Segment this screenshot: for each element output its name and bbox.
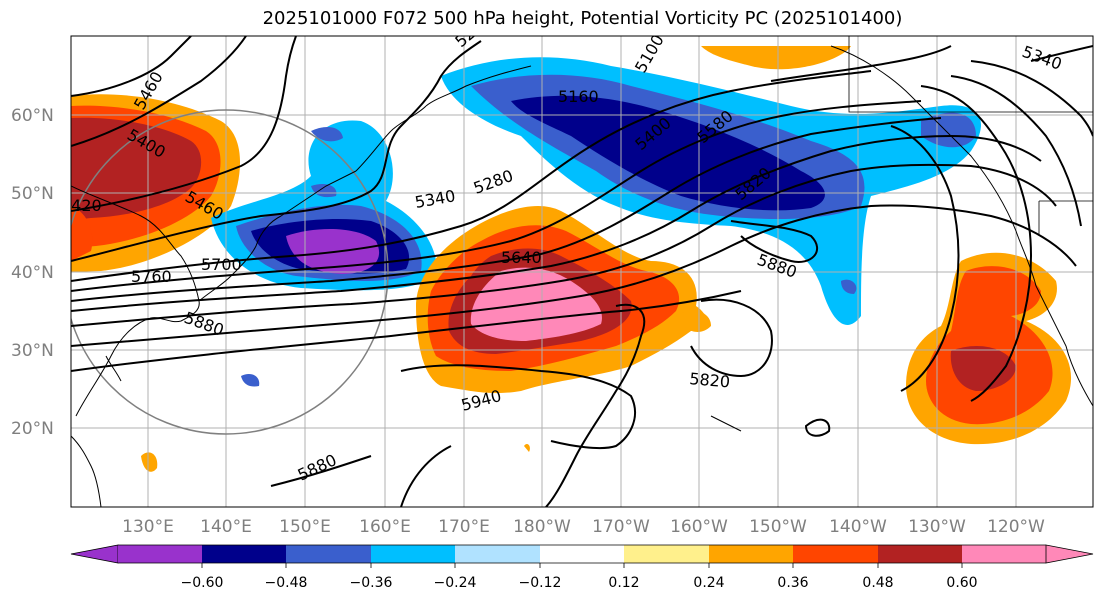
longitude-labels: 130°E 140°E 150°E 160°E 170°E 180°W 170°…: [122, 517, 1045, 537]
lon-label: 170°E: [438, 517, 490, 537]
pv-positive-west: [71, 94, 241, 272]
lon-label: 140°E: [200, 517, 252, 537]
colorbar-segment: [286, 545, 371, 563]
colorbar-tick-label: 0.60: [946, 575, 977, 591]
range-circle: [71, 109, 389, 435]
colorbar-tick-label: −0.24: [434, 575, 477, 591]
colorbar-tick-label: 0.24: [693, 575, 724, 591]
colorbar-tick-label: −0.12: [519, 575, 562, 591]
lon-label: 130°E: [122, 517, 174, 537]
contour-label: 5820: [689, 369, 731, 391]
contour-label: 5640: [501, 248, 542, 267]
lat-label: 30°N: [11, 341, 54, 361]
contour-label: 5420: [61, 196, 102, 215]
lon-label: 180°W: [513, 517, 571, 537]
colorbar-tick-label: −0.36: [350, 575, 393, 591]
colorbar-tick-label: 0.36: [777, 575, 808, 591]
colorbar: −0.60 −0.48 −0.36 −0.24 −0.12 0.12 0.24 …: [70, 544, 1094, 591]
lon-label: 140°W: [829, 517, 887, 537]
pv-small-blob: [524, 443, 530, 452]
colorbar-segment: [371, 545, 455, 563]
lon-label: 170°W: [592, 517, 650, 537]
map-frame: [70, 35, 1094, 508]
map-panel: 5460 5400 5460 5420 5760 5700 5880 5220 …: [11, 35, 1094, 537]
lon-label: 150°E: [279, 517, 331, 537]
pv-negative-west: [211, 120, 437, 291]
colorbar-segment: [202, 545, 286, 563]
colorbar-segment: [118, 545, 202, 563]
colorbar-extend-min: [70, 544, 119, 564]
lon-label: 120°W: [987, 517, 1045, 537]
colorbar-extend-max: [1045, 544, 1094, 564]
colorbar-segment: [540, 545, 624, 563]
lat-label: 40°N: [11, 263, 54, 283]
lat-label: 20°N: [11, 419, 54, 439]
colorbar-segment: [624, 545, 709, 563]
contour-label: 5160: [558, 87, 599, 106]
colorbar-segment: [962, 545, 1046, 563]
lon-label: 150°W: [749, 517, 807, 537]
colorbar-tick-label: 0.48: [862, 575, 893, 591]
lon-label: 130°W: [908, 517, 966, 537]
contour-label: 5700: [201, 255, 242, 274]
colorbar-tick-label: 0.12: [608, 575, 639, 591]
colorbar-segment: [709, 545, 793, 563]
gridlines: [71, 36, 1093, 507]
coastlines: [71, 45, 1093, 507]
colorbar-segment: [455, 545, 540, 563]
lon-label: 160°E: [359, 517, 411, 537]
colorbar-segment: [878, 545, 962, 563]
latitude-labels: 20°N 30°N 40°N 50°N 60°N: [11, 106, 54, 439]
political-borders: [848, 36, 1093, 236]
colorbar-tick-label: −0.48: [265, 575, 308, 591]
pv-small-blob: [141, 452, 158, 472]
colorbar-tick-label: −0.60: [181, 575, 224, 591]
colorbar-segment: [793, 545, 878, 563]
map-title: 2025101000 F072 500 hPa height, Potentia…: [262, 8, 903, 29]
lat-label: 50°N: [11, 184, 54, 204]
pv-positive-east: [701, 46, 1072, 445]
pv-small-blob: [241, 374, 260, 387]
lat-label: 60°N: [11, 106, 54, 126]
lon-label: 160°W: [670, 517, 728, 537]
contour-label: 5760: [131, 267, 172, 286]
height-contours: [71, 36, 1093, 507]
